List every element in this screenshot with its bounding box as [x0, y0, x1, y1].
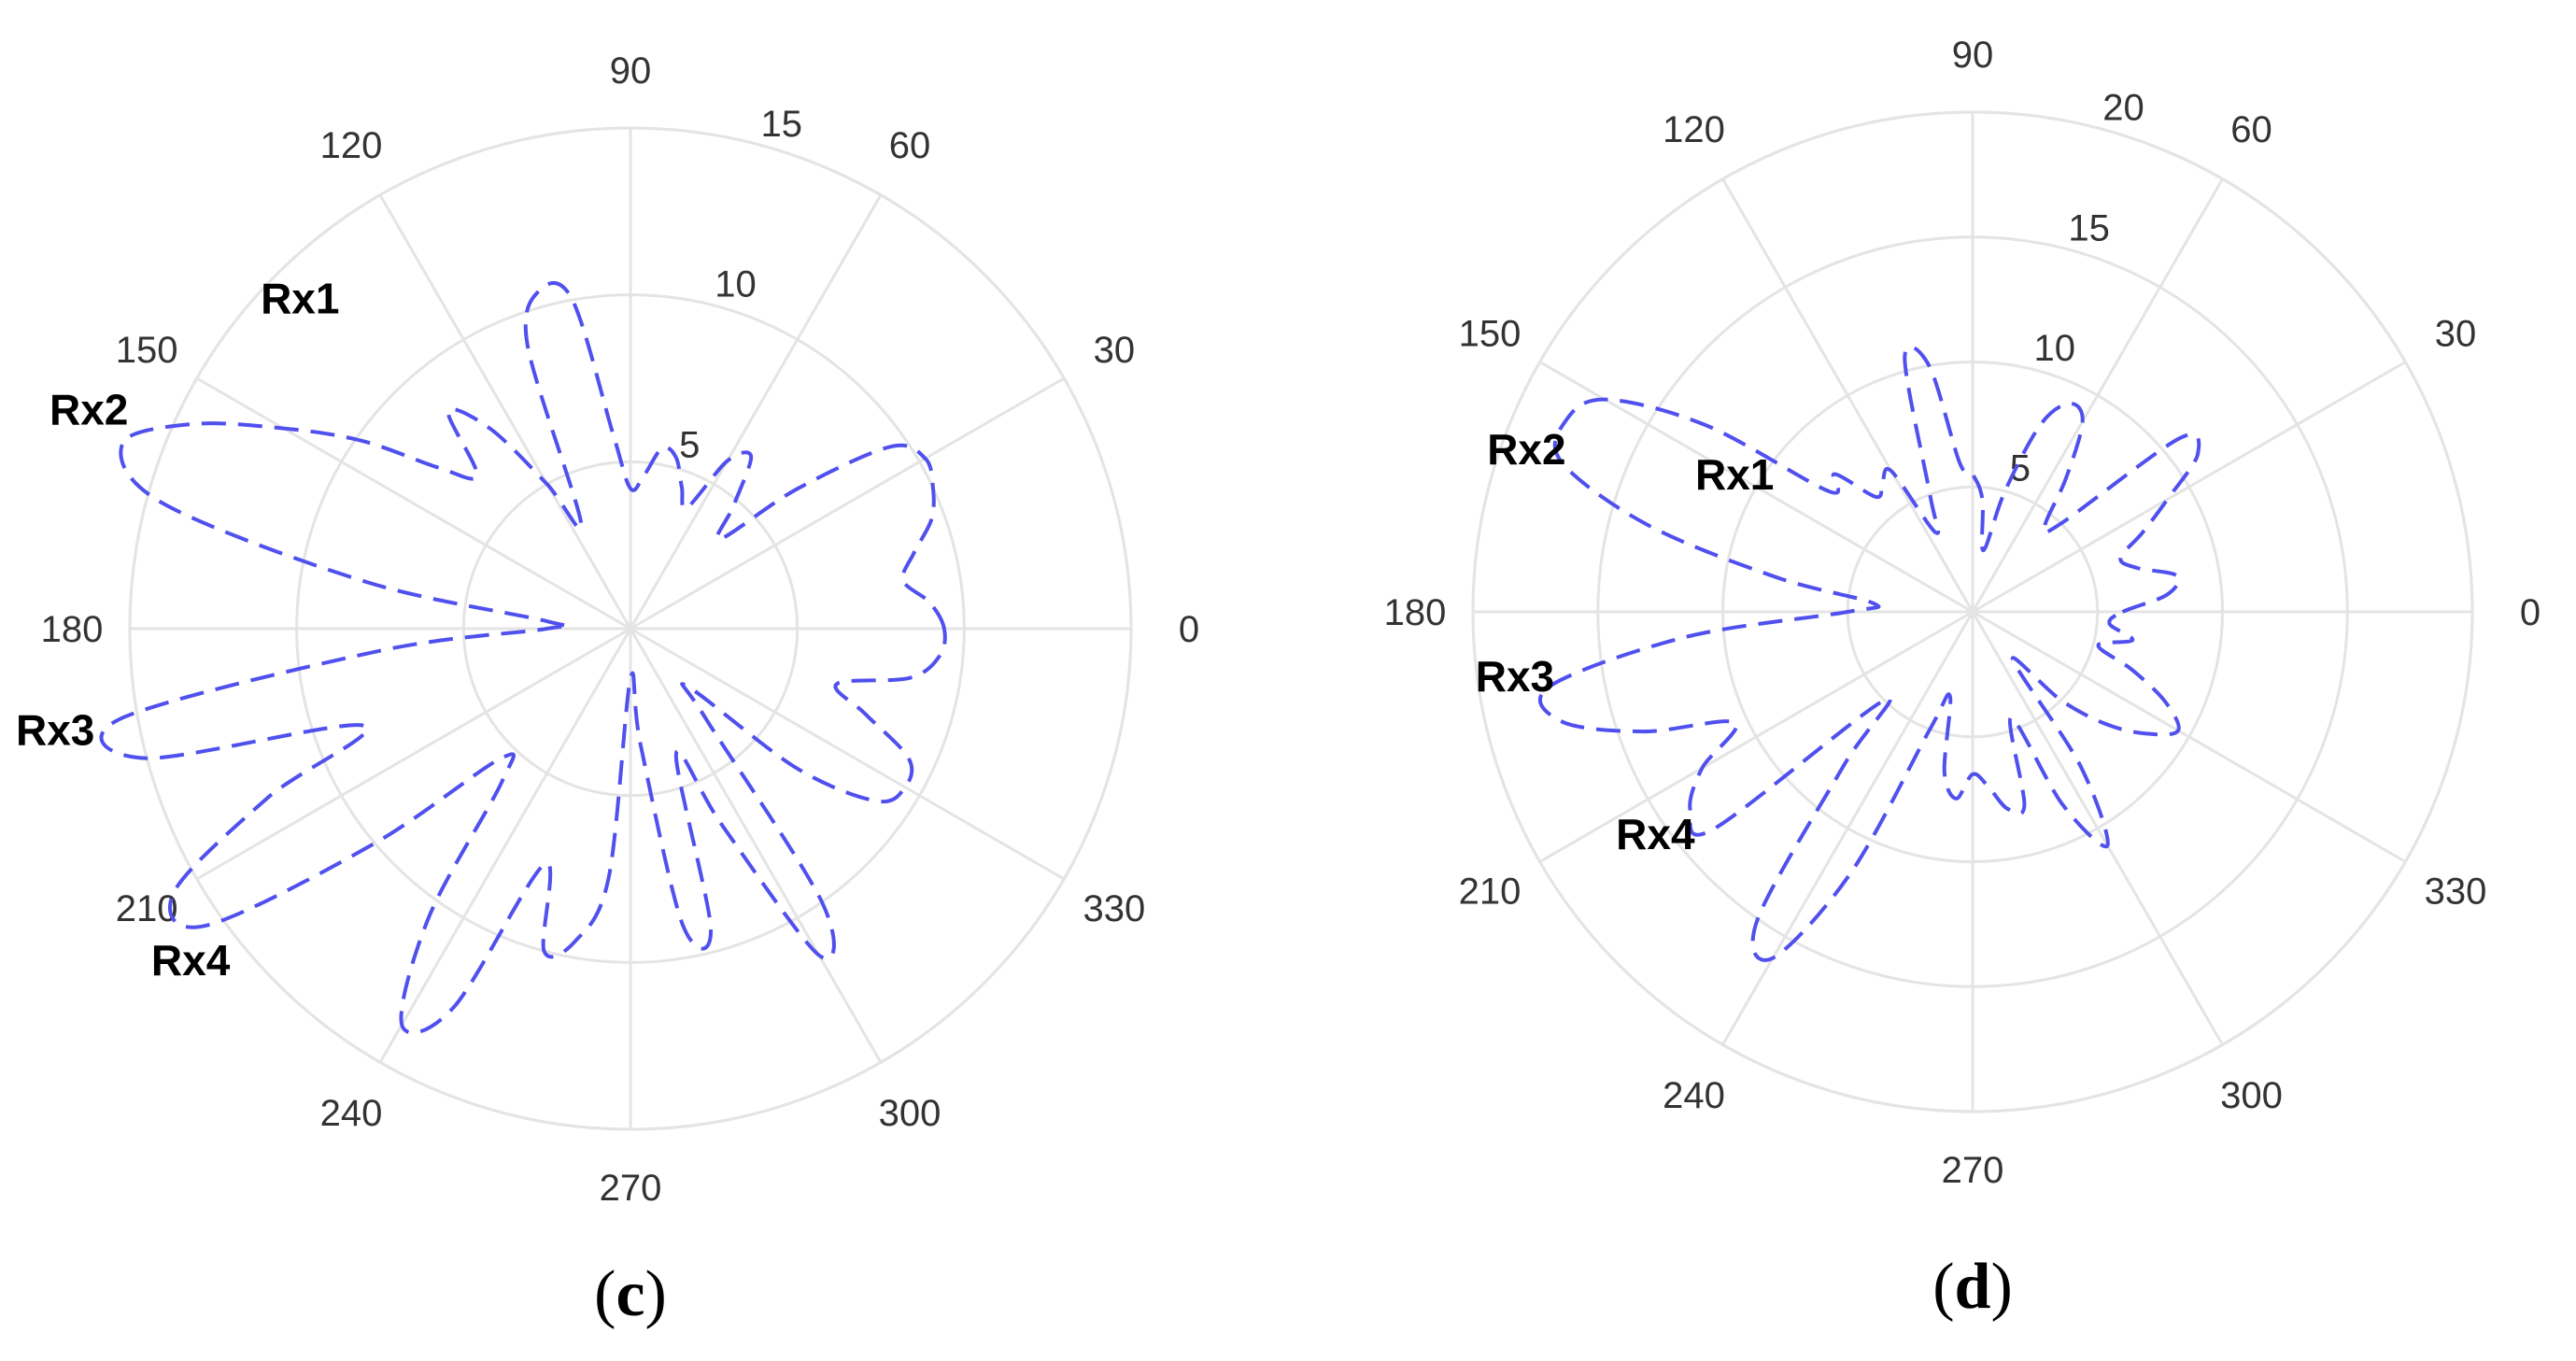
- angle-tick-label: 0: [1179, 609, 1199, 650]
- angle-tick-label: 90: [1952, 35, 1994, 76]
- grid-spoke-60: [629, 194, 883, 630]
- angle-tick-label: 30: [1094, 330, 1136, 371]
- receiver-label-rx1: Rx1: [261, 274, 339, 322]
- receiver-label-rx3: Rx3: [16, 706, 94, 755]
- grid-spoke-300: [629, 628, 883, 1063]
- radial-tick-label: 15: [2068, 207, 2110, 248]
- panel-label: (c): [594, 1258, 667, 1330]
- angle-tick-label: 60: [2230, 109, 2272, 150]
- angle-tick-label: 150: [1459, 314, 1522, 355]
- radial-tick-label: 5: [679, 424, 700, 465]
- angle-tick-label: 210: [1459, 872, 1522, 913]
- angle-tick-label: 180: [1384, 592, 1447, 633]
- angle-tick-label: 120: [320, 125, 383, 166]
- angle-tick-label: 300: [2220, 1075, 2283, 1116]
- angle-tick-label: 240: [320, 1093, 383, 1134]
- angle-tick-label: 150: [116, 330, 178, 371]
- angle-tick-label: 300: [879, 1093, 941, 1134]
- radial-tick-label: 10: [715, 264, 757, 305]
- polar-chart-c: 0 30 60 90 120 150 180 210 240 270 300 330 5 10 15 Rx1 R…: [16, 50, 1199, 1330]
- grid-spoke-150: [1538, 361, 1974, 614]
- angle-tick-label: 330: [2425, 872, 2487, 913]
- angle-tick-label: 330: [1083, 888, 1146, 929]
- grid-spoke-30: [1972, 361, 2407, 614]
- grid-spoke-300: [1971, 611, 2224, 1046]
- angle-tick-label: 180: [41, 609, 104, 650]
- angle-tick-label: 270: [1942, 1150, 2004, 1191]
- panel-label: (d): [1932, 1251, 2013, 1323]
- angle-tick-label: 90: [610, 50, 652, 92]
- grid-spoke-240: [1721, 611, 1974, 1046]
- angle-tick-label: 240: [1663, 1075, 1725, 1116]
- receiver-label-rx4: Rx4: [1616, 810, 1695, 858]
- radiation-pattern-series: [99, 280, 947, 1035]
- radial-tick-label: 5: [2010, 447, 2031, 489]
- angle-tick-label: 270: [600, 1168, 662, 1209]
- grid-spoke-330: [1972, 610, 2407, 863]
- angle-tick-label: 210: [116, 888, 178, 929]
- radiation-pattern-series: [1537, 345, 2201, 962]
- angle-tick-label: 60: [889, 125, 931, 166]
- receiver-label-rx2: Rx2: [1487, 425, 1565, 474]
- radial-tick-label: 10: [2033, 328, 2075, 369]
- grid-spoke-210: [196, 627, 631, 881]
- grid-spoke-240: [378, 628, 632, 1063]
- angle-tick-label: 120: [1663, 109, 1725, 150]
- grid-spoke-30: [630, 376, 1065, 631]
- grid-spoke-210: [1538, 610, 1974, 863]
- angle-tick-label: 30: [2435, 314, 2477, 355]
- receiver-label-rx2: Rx2: [50, 386, 128, 434]
- grid-spoke-120: [1721, 177, 1974, 613]
- radial-tick-label: 20: [2102, 88, 2144, 129]
- radial-tick-label: 15: [760, 104, 802, 145]
- receiver-label-rx3: Rx3: [1476, 652, 1554, 701]
- grid-spoke-330: [630, 627, 1065, 881]
- receiver-label-rx1: Rx1: [1695, 450, 1774, 499]
- grid-spoke-150: [196, 376, 631, 631]
- grid-spoke-120: [378, 194, 632, 630]
- angle-tick-label: 0: [2520, 592, 2541, 633]
- polar-chart-d: 0 30 60 90 120 150 180 210 240 270 300 330 5 10 15 20 Rx…: [1384, 35, 2541, 1323]
- grid-spoke-60: [1971, 177, 2224, 613]
- receiver-label-rx4: Rx4: [151, 936, 231, 985]
